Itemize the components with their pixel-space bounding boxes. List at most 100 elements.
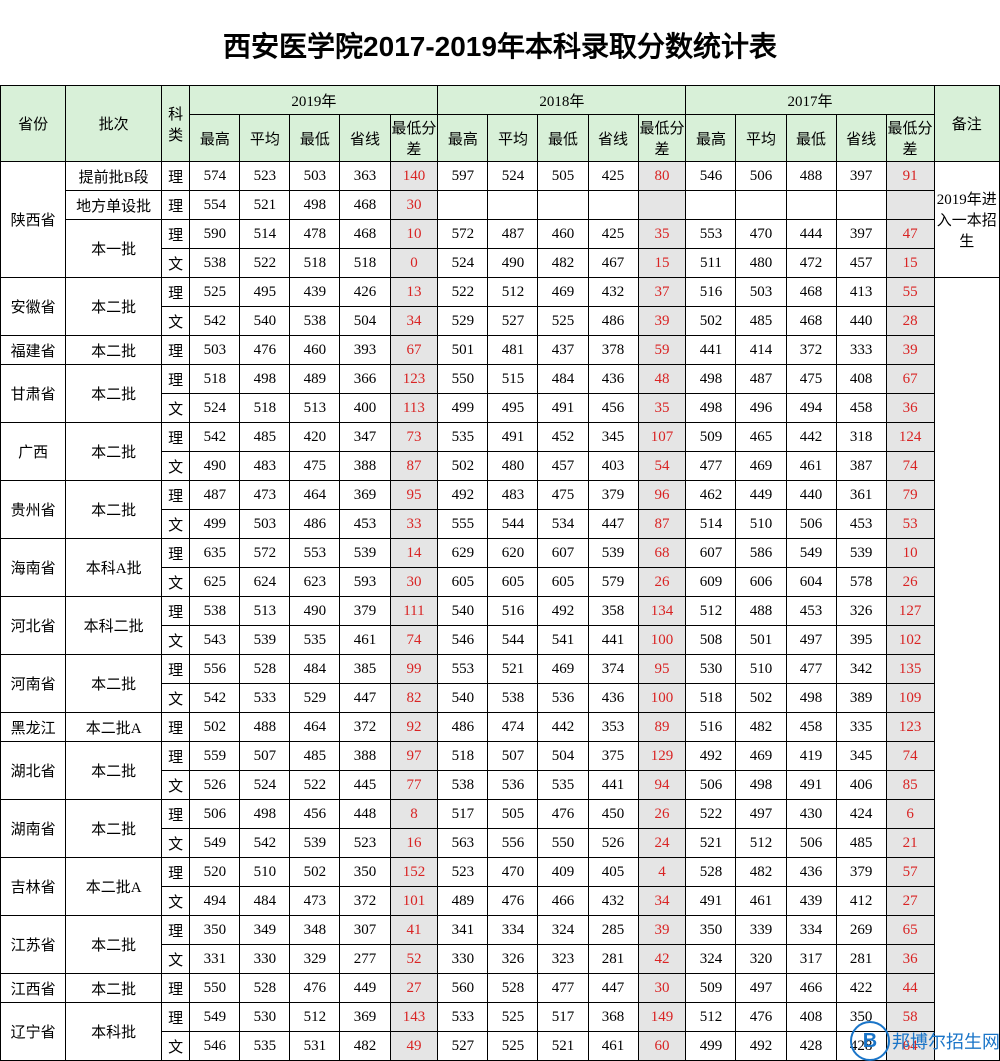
cell-value: 508	[686, 626, 736, 655]
cell-value: 99	[390, 655, 438, 684]
cell-value: 39	[638, 307, 686, 336]
cell-value: 541	[538, 626, 588, 655]
cell-subject: 文	[162, 510, 190, 539]
watermark-text: 邦博尔招生网	[892, 1028, 1000, 1054]
table-row: 湖北省本二批理559507485388975185075043751294924…	[1, 742, 1000, 771]
cell-value: 41	[390, 916, 438, 945]
col-avg: 平均	[488, 115, 538, 162]
cell-value: 510	[736, 510, 786, 539]
cell-value: 497	[736, 974, 786, 1003]
cell-value: 285	[588, 916, 638, 945]
cell-province: 黑龙江	[1, 713, 66, 742]
cell-value: 542	[190, 423, 240, 452]
cell-value: 378	[588, 336, 638, 365]
cell-value: 134	[638, 597, 686, 626]
cell-value: 597	[438, 162, 488, 191]
cell-value: 30	[390, 568, 438, 597]
cell-value: 606	[736, 568, 786, 597]
cell-value: 85	[886, 771, 934, 800]
cell-value: 82	[390, 684, 438, 713]
cell-subject: 理	[162, 655, 190, 684]
cell-value: 333	[836, 336, 886, 365]
cell-value: 524	[240, 771, 290, 800]
cell-value: 607	[686, 539, 736, 568]
cell-value: 393	[340, 336, 390, 365]
cell-value: 502	[736, 684, 786, 713]
col-batch: 批次	[66, 86, 162, 162]
cell-value: 59	[638, 336, 686, 365]
cell-batch: 本二批	[66, 655, 162, 713]
cell-value: 461	[736, 887, 786, 916]
cell-value: 16	[390, 829, 438, 858]
cell-value: 100	[638, 626, 686, 655]
cell-value: 504	[340, 307, 390, 336]
cell-value: 461	[786, 452, 836, 481]
cell-subject: 理	[162, 916, 190, 945]
cell-value: 77	[390, 771, 438, 800]
cell-value: 0	[390, 249, 438, 278]
cell-value: 456	[290, 800, 340, 829]
cell-value: 400	[340, 394, 390, 423]
cell-value	[736, 191, 786, 220]
cell-batch: 本二批	[66, 278, 162, 336]
cell-value: 485	[736, 307, 786, 336]
cell-batch: 本科二批	[66, 597, 162, 655]
cell-value: 572	[240, 539, 290, 568]
cell-value: 527	[438, 1032, 488, 1061]
cell-value: 486	[588, 307, 638, 336]
cell-province: 陕西省	[1, 162, 66, 278]
table-row: 甘肃省本二批理518498489366123550515484436484984…	[1, 365, 1000, 394]
cell-value: 379	[340, 597, 390, 626]
cell-value: 474	[488, 713, 538, 742]
cell-value: 468	[786, 278, 836, 307]
cell-value: 462	[686, 481, 736, 510]
cell-value: 28	[886, 307, 934, 336]
cell-value: 388	[340, 742, 390, 771]
cell-value: 55	[886, 278, 934, 307]
cell-value: 523	[438, 858, 488, 887]
cell-value: 397	[836, 220, 886, 249]
cell-value: 526	[190, 771, 240, 800]
cell-value: 74	[886, 452, 934, 481]
cell-value: 521	[488, 655, 538, 684]
cell-value: 481	[488, 336, 538, 365]
cell-subject: 理	[162, 974, 190, 1003]
cell-province: 河北省	[1, 597, 66, 655]
cell-batch: 本二批	[66, 800, 162, 858]
cell-value: 113	[390, 394, 438, 423]
cell-value: 74	[390, 626, 438, 655]
cell-value: 39	[886, 336, 934, 365]
cell-value: 559	[190, 742, 240, 771]
col-2019: 2019年	[190, 86, 438, 115]
cell-value: 491	[538, 394, 588, 423]
cell-value: 505	[488, 800, 538, 829]
cell-value: 498	[686, 394, 736, 423]
cell-value: 538	[438, 771, 488, 800]
cell-value: 489	[290, 365, 340, 394]
cell-value: 324	[538, 916, 588, 945]
cell-value: 563	[438, 829, 488, 858]
cell-value: 92	[390, 713, 438, 742]
cell-value: 528	[686, 858, 736, 887]
cell-batch: 本二批	[66, 423, 162, 481]
cell-value: 42	[638, 945, 686, 974]
cell-value: 607	[538, 539, 588, 568]
cell-value: 503	[736, 278, 786, 307]
cell-subject: 文	[162, 452, 190, 481]
cell-subject: 文	[162, 771, 190, 800]
table-row: 海南省本科A批理63557255353914629620607539686075…	[1, 539, 1000, 568]
cell-value: 53	[886, 510, 934, 539]
cell-value: 605	[438, 568, 488, 597]
cell-value: 488	[240, 713, 290, 742]
cell-value: 397	[836, 162, 886, 191]
cell-value: 624	[240, 568, 290, 597]
cell-value: 475	[538, 481, 588, 510]
cell-value: 536	[538, 684, 588, 713]
cell-value: 430	[786, 800, 836, 829]
col-min: 最低	[538, 115, 588, 162]
cell-batch: 本科A批	[66, 539, 162, 597]
cell-province: 江西省	[1, 974, 66, 1003]
cell-batch: 提前批B段	[66, 162, 162, 191]
table-row: 地方单设批理55452149846830	[1, 191, 1000, 220]
cell-batch: 本二批	[66, 916, 162, 974]
